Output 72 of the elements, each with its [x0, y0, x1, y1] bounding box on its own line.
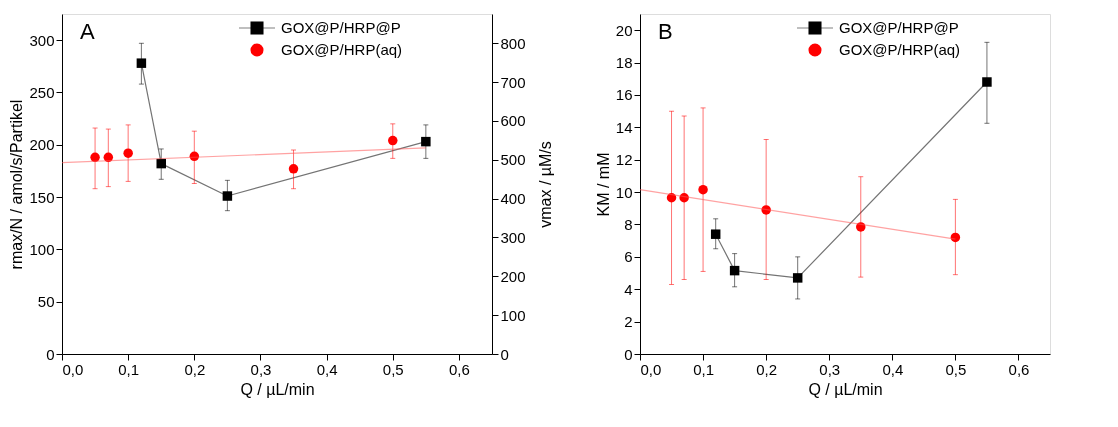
- x-tick-label: 0,4: [882, 360, 904, 378]
- y-tick-label: 300: [29, 31, 55, 49]
- x-tick-label: 0,1: [693, 360, 715, 378]
- x-tick-label: 0,2: [184, 360, 206, 378]
- legend-label: GOX@P/HRP(aq): [839, 41, 961, 58]
- y2-tick-label: 200: [500, 267, 526, 285]
- y2-tick-label: 500: [500, 151, 526, 169]
- point: [123, 148, 133, 158]
- x-tick-label: 0,0: [62, 360, 84, 378]
- x-tick-label: 0,2: [756, 360, 778, 378]
- point: [792, 273, 803, 283]
- x-axis-title: Q / µL/min: [808, 380, 883, 398]
- annotation: B: [658, 19, 673, 44]
- x-tick-label: 0,3: [819, 360, 841, 378]
- point: [103, 152, 114, 163]
- point: [761, 205, 771, 215]
- point: [421, 136, 431, 147]
- y-tick-label: 250: [29, 83, 55, 101]
- x-tick-label: 0,1: [118, 360, 140, 378]
- point: [189, 151, 200, 162]
- point: [666, 193, 677, 203]
- point: [156, 158, 166, 169]
- point: [982, 77, 992, 87]
- y2-axis-title: vmax / µM/s: [536, 141, 554, 228]
- y2-tick-label: 400: [500, 190, 526, 208]
- point: [856, 222, 866, 232]
- annotation: A: [80, 19, 95, 44]
- point: [679, 193, 689, 203]
- point: [950, 232, 961, 243]
- y2-tick-label: 600: [500, 112, 526, 130]
- x-tick-label: 0,4: [316, 360, 338, 378]
- y-tick-label: 150: [29, 188, 55, 206]
- y2-tick-label: 100: [500, 306, 526, 324]
- x-tick-label: 0,5: [945, 360, 967, 378]
- y2-tick-label: 700: [500, 73, 526, 91]
- y-tick-label: 200: [29, 136, 55, 154]
- point: [288, 164, 299, 174]
- point: [729, 265, 740, 276]
- y-tick-label: 8: [624, 215, 633, 233]
- y2-tick-label: 0: [500, 345, 509, 363]
- y-tick-label: 20: [615, 21, 633, 39]
- point: [698, 184, 708, 195]
- y-tick-label: 2: [624, 313, 633, 331]
- y-tick-label: 0: [624, 345, 633, 363]
- y2-tick-label: 800: [500, 34, 526, 52]
- y-tick-label: 16: [615, 86, 633, 104]
- x-tick-label: 0,6: [1008, 360, 1030, 378]
- point: [710, 229, 721, 239]
- y-axis-title: KM / mM: [594, 152, 612, 217]
- legend-label: GOX@P/HRP(aq): [281, 41, 403, 58]
- y-tick-label: 6: [624, 248, 633, 266]
- x-tick-label: 0,6: [448, 360, 470, 378]
- point: [136, 58, 147, 68]
- legend-label: GOX@P/HRP@P: [281, 19, 401, 36]
- y-tick-label: 18: [615, 54, 633, 72]
- y-tick-label: 100: [29, 240, 55, 258]
- point: [388, 135, 398, 146]
- x-tick-label: 0,0: [640, 360, 662, 378]
- point: [90, 152, 100, 163]
- y-tick-label: 12: [615, 151, 633, 169]
- legend-label: GOX@P/HRP@P: [839, 19, 959, 36]
- y-tick-label: 10: [615, 183, 633, 201]
- x-tick-label: 0,5: [382, 360, 404, 378]
- y-tick-label: 0: [46, 345, 55, 363]
- y-tick-label: 4: [624, 280, 633, 298]
- x-axis-title: Q / µL/min: [240, 380, 315, 398]
- point: [222, 191, 233, 201]
- y-tick-label: 50: [37, 293, 55, 311]
- y-tick-label: 14: [615, 118, 633, 136]
- y-axis-title: rmax/N / amol/s/Partikel: [8, 99, 26, 270]
- y2-tick-label: 300: [500, 228, 526, 246]
- x-tick-label: 0,3: [250, 360, 272, 378]
